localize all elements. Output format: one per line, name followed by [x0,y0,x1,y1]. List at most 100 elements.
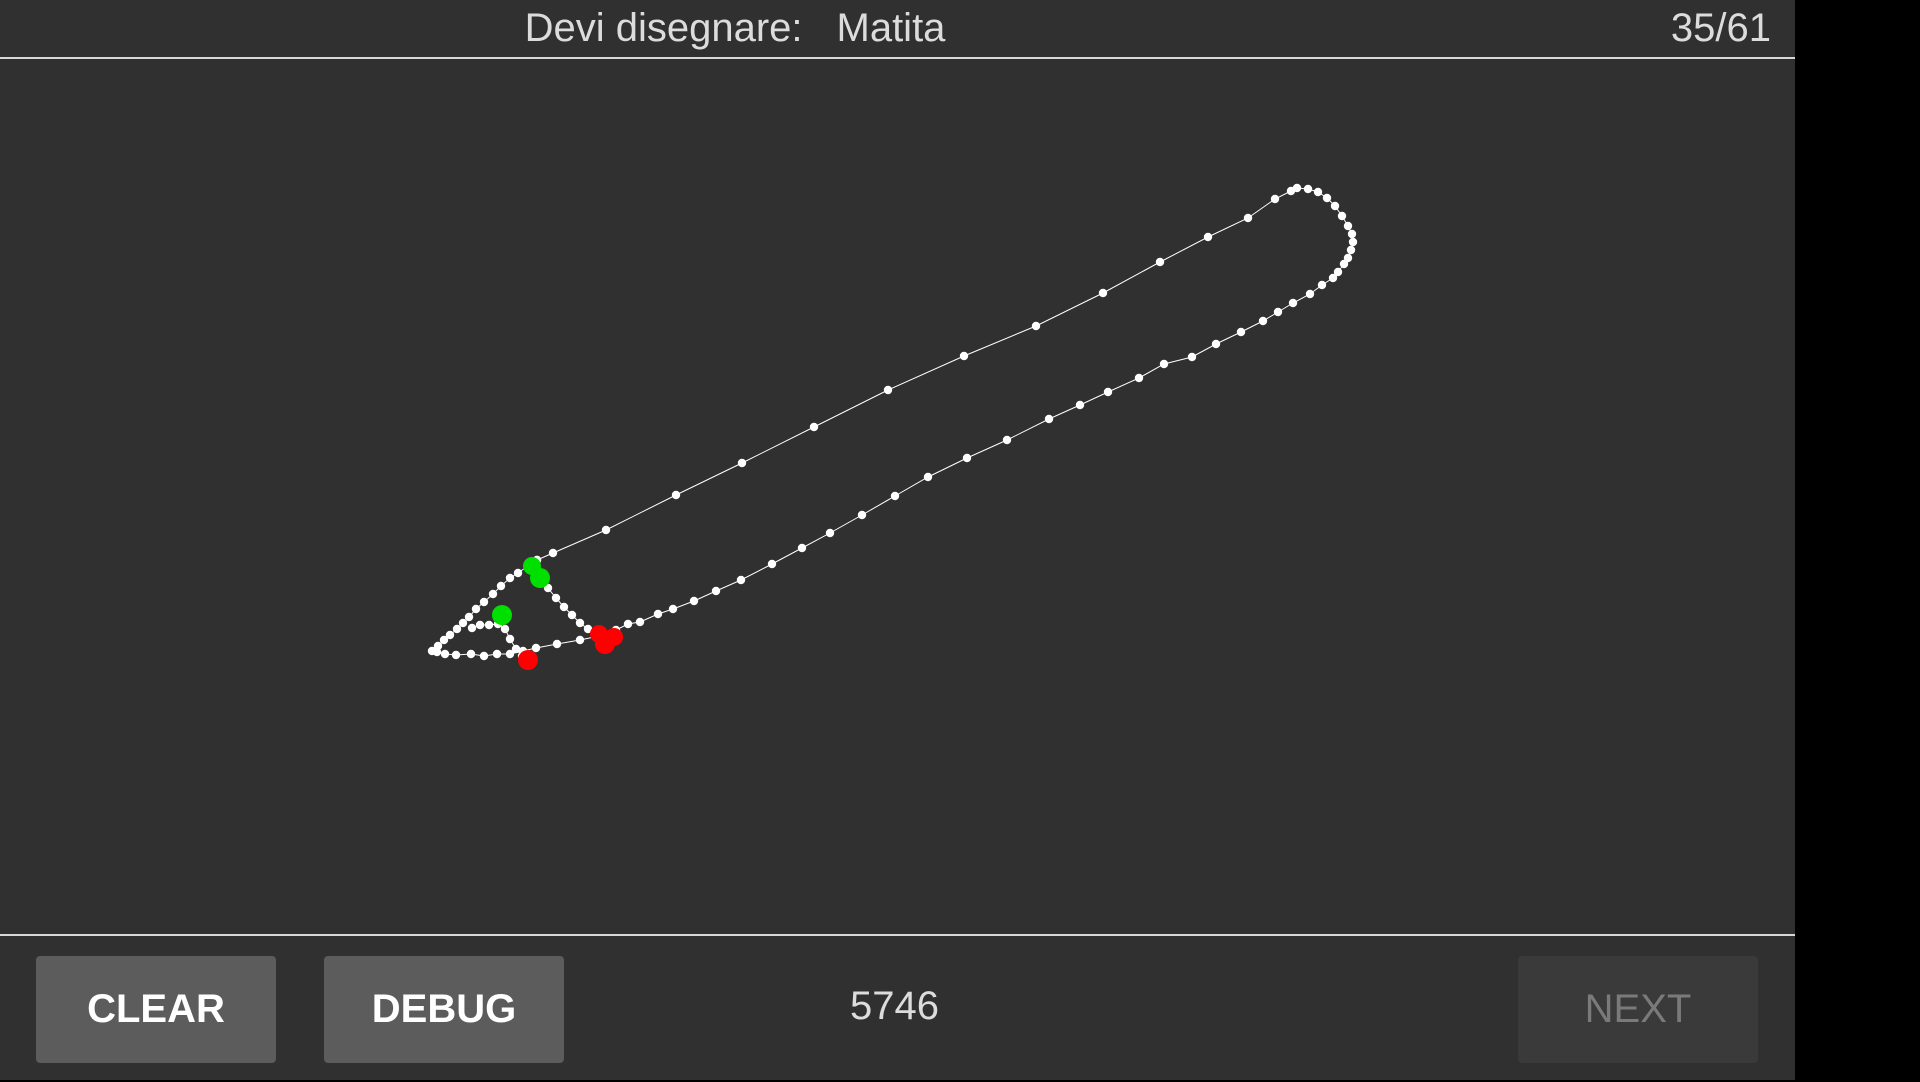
stroke-point [1303,184,1313,194]
stroke-point [1098,288,1108,298]
stroke-point [451,650,461,660]
stroke-point [1305,289,1315,299]
stroke-point [440,649,450,659]
stroke-point [559,602,569,612]
start-marker [530,568,550,588]
stroke-point [445,630,455,640]
drawing-canvas[interactable] [0,59,1795,934]
stroke-point [1330,201,1340,211]
stroke-point [1044,414,1054,424]
stroke-point [439,635,449,645]
stroke-point [484,620,494,630]
end-marker [518,650,538,670]
stroke-point [1203,232,1213,242]
stroke-point [1322,193,1332,203]
stroke-point [1333,267,1343,277]
stroke-point [511,644,521,654]
stroke-point [1273,307,1283,317]
stroke-point [1258,316,1268,326]
stroke-point [531,643,541,653]
stroke-point [825,528,835,538]
target-word: Matita [836,6,946,50]
stroke-point [479,651,489,661]
stroke-point [505,649,515,659]
start-markers [492,557,550,625]
app-window: Devi disegnare: Matita 35/61 C [0,0,1795,1080]
stroke-point [492,649,502,659]
stroke-point [575,635,585,645]
stroke-point [458,618,468,628]
stroke-point [505,634,515,644]
stroke-point [797,543,807,553]
stroke-point [1288,298,1298,308]
score-value: 5746 [850,984,939,1028]
stroke-point [1270,194,1280,204]
stroke-point [737,458,747,468]
stroke-point [890,491,900,501]
stroke-point [1343,253,1353,263]
stroke-point [1343,221,1353,231]
stroke-point [623,619,633,629]
stroke-point [471,604,481,614]
stroke-point [1348,237,1358,247]
stroke-point [1292,183,1302,193]
stroke-point [1313,187,1323,197]
clear-button[interactable]: CLEAR [36,956,276,1063]
stroke-point [1187,352,1197,362]
stroke-point [427,646,437,656]
progress-counter: 35/61 [1670,6,1771,50]
outline-stroke [430,187,1354,660]
stroke-point [475,620,485,630]
right-edge-bar [1795,0,1920,1080]
stroke-point [496,581,506,591]
stroke-point [1134,373,1144,383]
stroke-point [711,586,721,596]
stroke-point [668,604,678,614]
start-marker [492,605,512,625]
stroke-point [1159,359,1169,369]
stroke-point [467,623,477,633]
header-bar: Devi disegnare: Matita 35/61 [0,0,1795,59]
stroke-point [653,609,663,619]
stroke-path [430,187,1354,657]
stroke-point [962,453,972,463]
stroke-point [1328,273,1338,283]
stroke-point [1211,339,1221,349]
stroke-point [1317,280,1327,290]
stroke-point [1337,211,1347,221]
stroke-point [488,589,498,599]
stroke-point [1347,229,1357,239]
debug-button[interactable]: DEBUG [324,956,564,1063]
stroke-point [466,649,476,659]
stroke-point [736,575,746,585]
stroke-point [883,385,893,395]
stroke-point [464,612,474,622]
stroke-point [923,472,933,482]
stroke-point [959,351,969,361]
stroke-point [689,596,699,606]
stroke-point [1103,387,1113,397]
stroke-point [433,641,443,651]
stroke-point [671,490,681,500]
stroke-point [809,422,819,432]
end-marker [605,628,623,646]
stroke-point [1031,321,1041,331]
stroke-point [1155,257,1165,267]
stroke-point [1002,435,1012,445]
stroke-point [513,568,523,578]
stroke-point [500,624,510,634]
stroke-point [857,510,867,520]
drawing-prompt: Devi disegnare: Matita [0,6,1470,51]
footer-bar: CLEAR DEBUG 5746 NEXT [0,934,1795,1082]
stroke-point [635,617,645,627]
drawing-surface[interactable] [0,59,1795,934]
stroke-point [1075,400,1085,410]
stroke-point [1236,327,1246,337]
stroke-point [767,559,777,569]
stroke-points [427,183,1358,664]
stroke-point [575,618,585,628]
stroke-point [505,573,515,583]
stroke-point [601,525,611,535]
stroke-point [1339,259,1349,269]
next-button[interactable]: NEXT [1518,956,1758,1063]
